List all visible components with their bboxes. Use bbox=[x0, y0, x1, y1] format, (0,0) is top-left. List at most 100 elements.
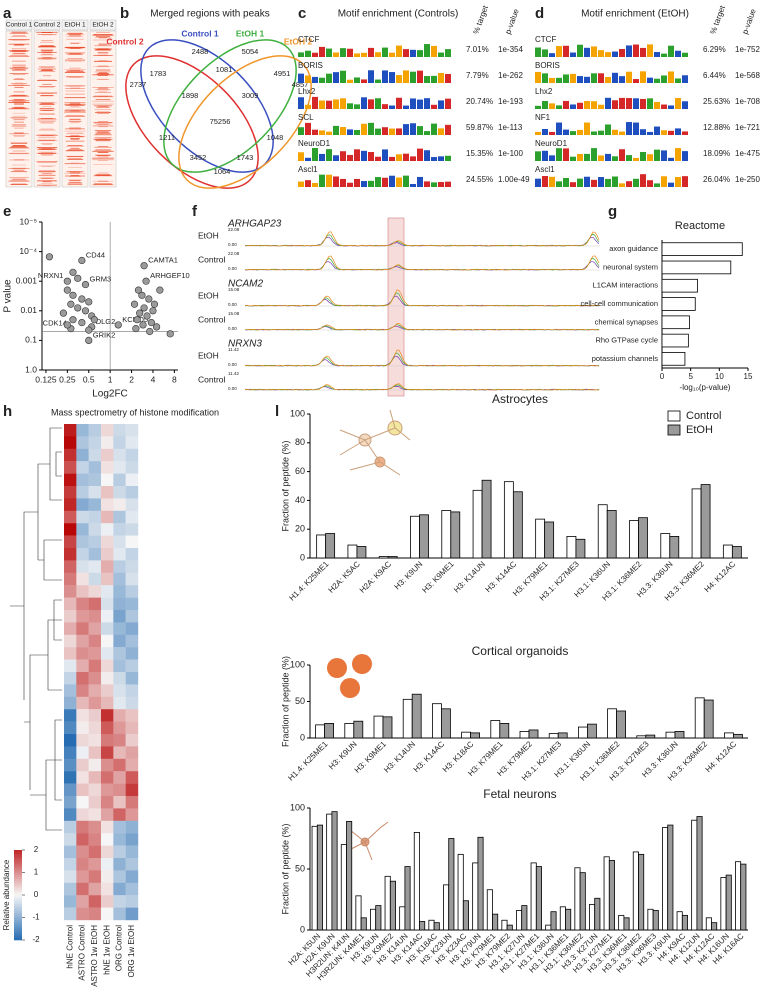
logo-letter bbox=[347, 48, 353, 57]
heatmap-cell bbox=[113, 672, 126, 685]
logo-letter bbox=[619, 76, 625, 83]
track-scale: 0.00 bbox=[228, 242, 237, 247]
heatmap-cell bbox=[101, 771, 114, 784]
logo-letter bbox=[340, 98, 346, 109]
heatmap-cell bbox=[64, 510, 77, 524]
venn-count: 1081 bbox=[216, 65, 233, 74]
heatmap-cell bbox=[64, 771, 77, 784]
logo-letter bbox=[682, 75, 688, 83]
logo-letter bbox=[445, 49, 451, 57]
bar bbox=[428, 919, 435, 931]
heatmap-cell bbox=[125, 523, 139, 536]
logo-letter bbox=[298, 97, 304, 109]
logo-letter bbox=[403, 105, 409, 109]
sample-label: Control 1 bbox=[6, 22, 33, 29]
colorbar-step bbox=[14, 926, 22, 930]
bar bbox=[530, 862, 537, 931]
logo-letter bbox=[542, 101, 548, 109]
bar bbox=[346, 821, 353, 931]
logo-letter bbox=[326, 174, 332, 187]
heatmap-cell bbox=[125, 845, 139, 859]
percent-target: 24.55% bbox=[466, 175, 493, 184]
bar bbox=[311, 825, 318, 931]
logo-letter bbox=[298, 152, 304, 161]
logo-letter bbox=[542, 128, 548, 135]
bar bbox=[652, 910, 659, 931]
logo-letter bbox=[417, 70, 423, 83]
heatmap-cell bbox=[76, 808, 89, 821]
logo-letter bbox=[598, 73, 604, 83]
heatmap-cell bbox=[88, 560, 102, 573]
logo-letter bbox=[535, 71, 541, 83]
column-label: ORG 1w EtOH bbox=[127, 925, 136, 978]
bar bbox=[457, 853, 464, 931]
logo-letter bbox=[661, 53, 667, 57]
heatmap-cell bbox=[64, 572, 77, 586]
logo-letter bbox=[361, 150, 367, 161]
point bbox=[78, 256, 86, 265]
point bbox=[85, 326, 93, 334]
neurites bbox=[344, 821, 389, 861]
logo-letter bbox=[361, 181, 367, 187]
logo-letter bbox=[640, 47, 646, 57]
logo-letter bbox=[403, 49, 409, 57]
condition-label: EtOH bbox=[198, 350, 219, 360]
logo-letter bbox=[619, 48, 625, 57]
chart-title: Cortical organoids bbox=[472, 644, 569, 658]
logo-letter bbox=[535, 47, 541, 57]
gene-name: NRXN3 bbox=[228, 339, 262, 350]
heatmap-cell bbox=[76, 585, 89, 598]
logo-letter bbox=[333, 72, 339, 83]
heatmap-cell bbox=[64, 870, 77, 883]
panel-letter: b bbox=[120, 5, 129, 22]
bar bbox=[516, 910, 523, 931]
heatmap-cell bbox=[101, 572, 114, 586]
logo-letter bbox=[626, 45, 632, 57]
bar bbox=[597, 504, 608, 559]
category-label: L1CAM interactions bbox=[593, 281, 659, 290]
bar bbox=[389, 880, 396, 931]
chart-title: Astrocytes bbox=[492, 392, 548, 406]
bar bbox=[724, 732, 734, 739]
y-tick-label: 100 bbox=[290, 408, 305, 418]
logo-letter bbox=[549, 176, 555, 187]
bar bbox=[355, 895, 362, 931]
logo-letter bbox=[368, 47, 374, 57]
heatmap-cell bbox=[88, 424, 102, 437]
bar bbox=[645, 734, 656, 739]
logo-letter bbox=[584, 101, 590, 109]
chart-title: Mass spectrometry of histone modificatio… bbox=[51, 407, 219, 417]
bar bbox=[629, 520, 639, 559]
colorbar-step bbox=[14, 856, 22, 860]
heatmap-cell bbox=[101, 659, 114, 673]
logo-letter bbox=[598, 50, 604, 57]
bar bbox=[676, 911, 683, 931]
x-tick-label: H1.4: K25ME1 bbox=[287, 559, 331, 603]
logo-letter bbox=[591, 131, 597, 135]
logo-letter bbox=[396, 128, 402, 135]
bar bbox=[661, 242, 743, 256]
heatmap-cell bbox=[125, 473, 139, 487]
logo-letter bbox=[633, 98, 639, 109]
logo-letter bbox=[424, 150, 430, 161]
heatmap-cell bbox=[113, 771, 126, 784]
heatmap-cell bbox=[101, 647, 114, 660]
logo-letter bbox=[668, 71, 674, 83]
heatmap-cell bbox=[64, 548, 77, 561]
logo-letter bbox=[431, 182, 437, 187]
panel-letter: l bbox=[275, 403, 279, 420]
logo-letter bbox=[563, 45, 569, 57]
logo-letter bbox=[382, 127, 388, 135]
heatmap-cell bbox=[125, 808, 139, 821]
bar bbox=[375, 905, 382, 931]
logo-letter bbox=[549, 103, 555, 109]
x-tick-label: H3: K9ME1 bbox=[420, 559, 456, 595]
logo-letter bbox=[605, 153, 611, 161]
heatmap-cell bbox=[101, 448, 114, 462]
colorbar-step bbox=[14, 883, 22, 887]
heatmap-cell bbox=[113, 510, 126, 524]
p-value: 1e-354 bbox=[498, 45, 523, 54]
heatmap-cell bbox=[64, 560, 77, 573]
logo-letter bbox=[305, 157, 311, 161]
track-scale: 15.08 bbox=[228, 287, 240, 292]
